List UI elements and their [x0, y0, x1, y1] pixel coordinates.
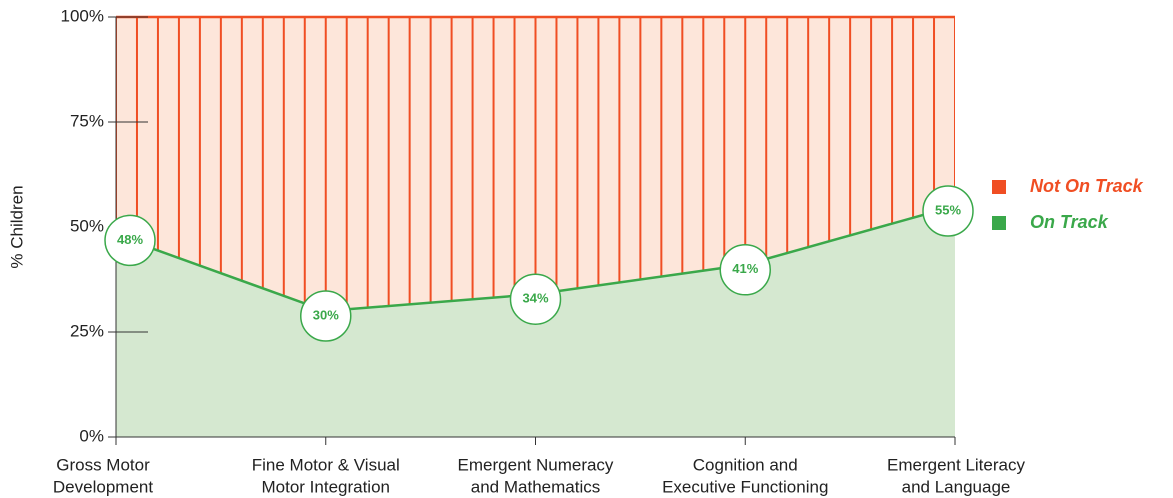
value-marker: [922, 185, 974, 237]
x-tick-label: Emergent Numeracy: [458, 455, 614, 474]
value-label: 34%: [522, 291, 548, 306]
x-tick-label: Emergent Literacy: [887, 455, 1025, 474]
legend-swatch: [992, 180, 1006, 194]
y-tick-label: 75%: [70, 111, 104, 130]
value-label: 48%: [117, 232, 143, 247]
x-tick-label: Executive Functioning: [662, 477, 828, 496]
y-tick-label: 0%: [79, 426, 104, 445]
legend-swatch: [992, 216, 1006, 230]
legend-label: On Track: [1030, 212, 1109, 232]
value-marker: [300, 290, 352, 342]
y-axis-label: % Children: [7, 185, 26, 268]
legend-label: Not On Track: [1030, 176, 1144, 196]
value-label: 55%: [935, 202, 961, 217]
x-tick-label: Gross Motor: [56, 455, 150, 474]
x-tick-label: Development: [53, 477, 153, 496]
stripes: [116, 17, 955, 311]
y-tick-label: 50%: [70, 216, 104, 235]
value-label: 30%: [313, 307, 339, 322]
value-marker: [104, 214, 156, 267]
y-tick-label: 100%: [61, 6, 104, 25]
y-tick-label: 25%: [70, 321, 104, 340]
x-tick-label: and Language: [902, 477, 1011, 496]
value-marker: [509, 273, 562, 325]
value-marker: [719, 244, 771, 296]
x-tick-label: Fine Motor & Visual: [252, 455, 400, 474]
x-tick-label: Cognition and: [693, 455, 798, 474]
value-label: 41%: [732, 261, 758, 276]
x-tick-label: Motor Integration: [261, 477, 390, 496]
x-tick-label: and Mathematics: [471, 477, 600, 496]
